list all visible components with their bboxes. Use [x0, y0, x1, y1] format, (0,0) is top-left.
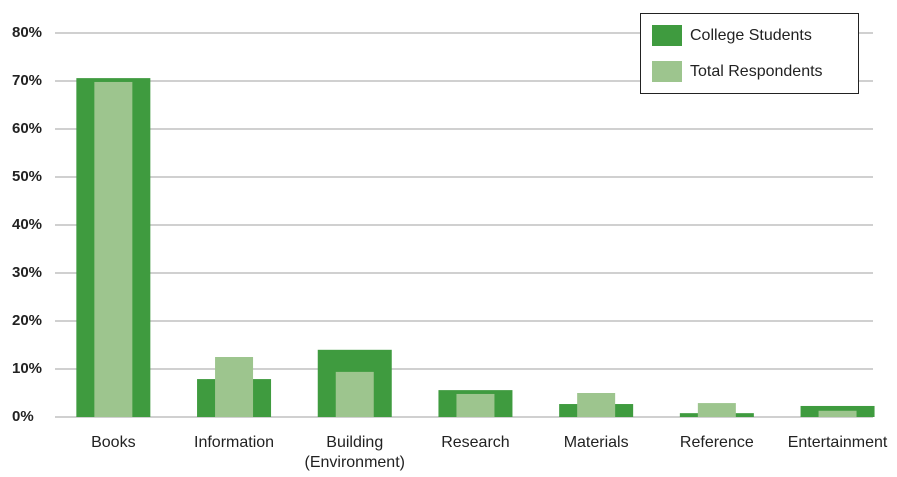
bar [577, 393, 616, 417]
y-tick-label: 80% [12, 24, 42, 41]
y-tick-label: 50% [12, 168, 42, 185]
bar [456, 393, 495, 417]
y-tick-label: 20% [12, 312, 42, 329]
y-tick-label: 40% [12, 216, 42, 233]
x-tick-label: Materials [563, 434, 629, 451]
y-tick-label: 10% [12, 360, 42, 377]
bar [215, 357, 254, 417]
x-tick-label: Information [194, 434, 275, 451]
x-tick-label: Building (Environment) [304, 434, 405, 471]
x-tick-label: Entertainment [787, 434, 888, 451]
x-tick-label: Reference [679, 434, 754, 451]
y-tick-label: 30% [12, 264, 42, 281]
legend: College Students Total Respondents [640, 13, 859, 94]
bar [94, 81, 133, 418]
y-tick-label: 70% [12, 72, 42, 89]
bar [818, 410, 857, 417]
bar [335, 371, 374, 417]
legend-swatch [652, 61, 682, 82]
legend-label: College Students [690, 27, 812, 44]
legend-label: Total Respondents [690, 63, 823, 80]
x-tick-label: Books [91, 434, 136, 451]
legend-swatch [652, 25, 682, 46]
y-tick-label: 60% [12, 120, 42, 137]
bar [697, 403, 736, 417]
x-tick-label: Research [441, 434, 510, 451]
y-tick-label: 0% [12, 408, 34, 425]
